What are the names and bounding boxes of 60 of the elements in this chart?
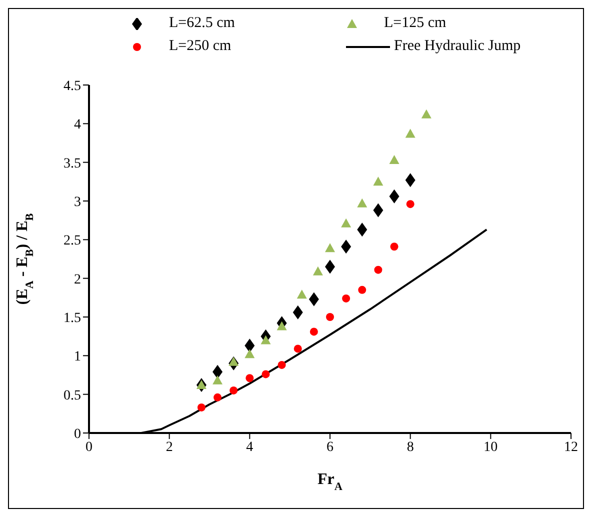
point (230, 386, 238, 394)
y-tick-label: 0.5 (64, 388, 81, 404)
point (214, 393, 222, 402)
x-axis-title: Fr$_{A}$ (318, 471, 342, 493)
point (196, 380, 206, 390)
point (312, 266, 323, 276)
y-tick-label: 4 (74, 118, 81, 133)
point (357, 198, 368, 208)
x-tick-label: 10 (484, 440, 498, 455)
point (373, 176, 384, 186)
legend-label: L=250 cm (169, 38, 232, 55)
x-tick-label: 2 (166, 440, 173, 455)
point (373, 203, 384, 218)
x-tick-label: 6 (326, 440, 334, 455)
point (390, 242, 398, 251)
y-tick-label: 2 (74, 272, 81, 288)
x-tick-label: 8 (406, 440, 414, 455)
y-tick-label: 4.5 (64, 78, 81, 94)
point (197, 403, 206, 412)
point (296, 290, 307, 299)
point (374, 266, 382, 274)
point (326, 313, 334, 321)
point (310, 328, 318, 336)
point (405, 128, 416, 138)
point (405, 173, 416, 188)
point (244, 338, 255, 353)
point (292, 305, 303, 320)
y-tick-label: 0 (74, 426, 81, 442)
x-tick-label: 12 (564, 440, 578, 455)
y-tick-label: 3.5 (64, 156, 81, 172)
point (246, 374, 254, 382)
y-tick-label: 3 (74, 194, 81, 210)
point (294, 344, 302, 353)
point (357, 222, 368, 237)
point (341, 218, 352, 228)
point (358, 286, 366, 294)
point (260, 335, 271, 344)
point (421, 109, 432, 118)
point (228, 356, 239, 366)
point (325, 243, 335, 252)
point (212, 375, 223, 384)
legend-label: L=125 cm (384, 15, 446, 32)
point (212, 364, 223, 379)
legend-label: Free Hydraulic Jump (394, 38, 521, 55)
legend-label: L=62.5 cm (169, 15, 235, 32)
point (244, 349, 255, 358)
point (389, 189, 400, 204)
point (341, 240, 352, 254)
point (308, 292, 319, 306)
point (278, 360, 286, 369)
point (342, 294, 350, 302)
y-tick-label: 1 (74, 350, 81, 365)
point (276, 321, 287, 330)
y-tick-label: 1.5 (64, 310, 81, 326)
point (262, 370, 270, 378)
x-tick-label: 4 (246, 440, 254, 455)
point (406, 200, 414, 208)
y-tick-label: 2.5 (64, 234, 81, 249)
point (389, 155, 400, 164)
x-tick-label: 0 (86, 440, 92, 455)
